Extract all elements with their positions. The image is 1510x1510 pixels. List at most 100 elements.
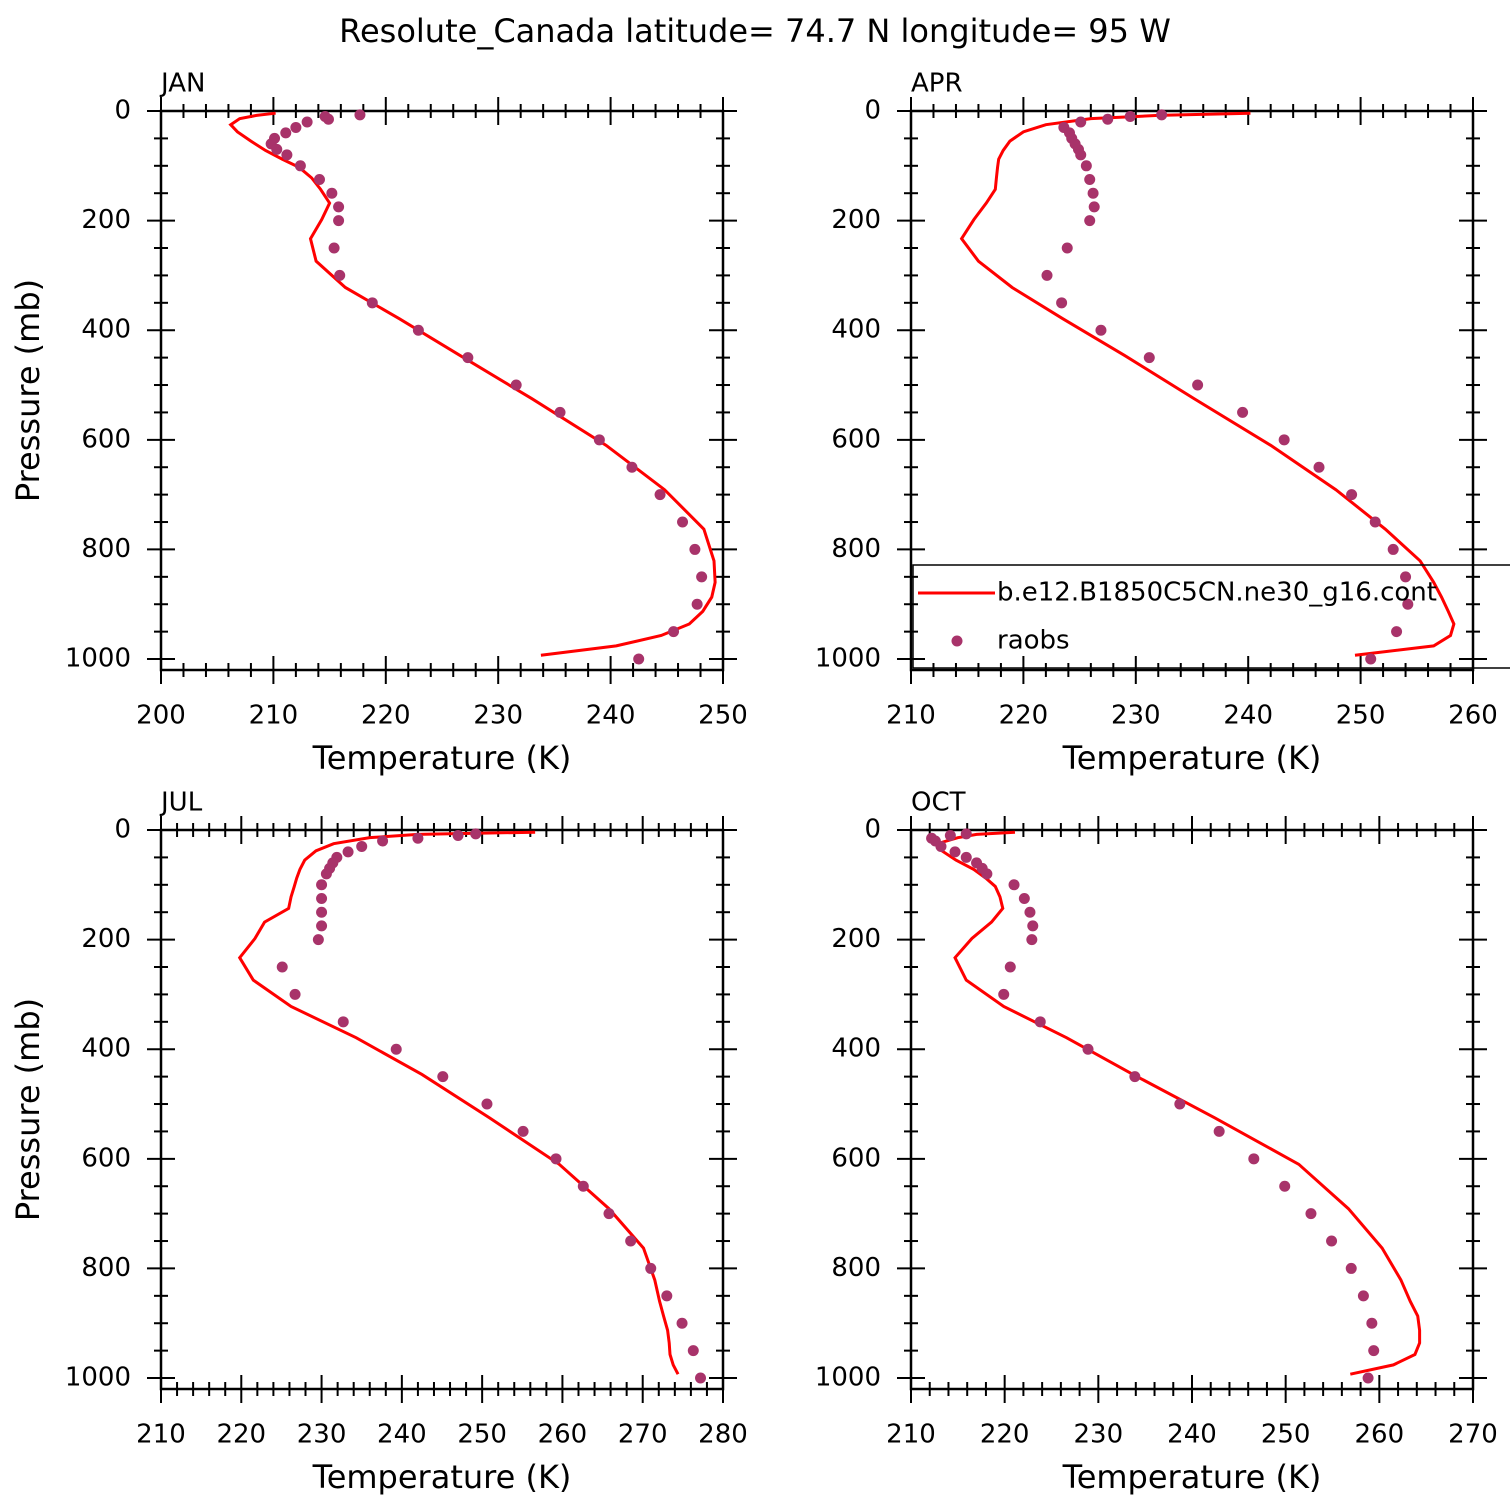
raob-point <box>412 832 424 844</box>
x-axis-label: Temperature (K) <box>312 1458 572 1496</box>
raob-point <box>1345 1262 1357 1274</box>
raob-point <box>1346 489 1358 501</box>
raob-point <box>1362 1372 1374 1384</box>
raob-point <box>603 1208 615 1220</box>
raob-point <box>289 988 301 1000</box>
y-axis-label: Pressure (mb) <box>9 998 47 1221</box>
y-tick-label: 1000 <box>65 1363 131 1393</box>
raob-point <box>944 829 956 841</box>
raob-point <box>1366 1317 1378 1329</box>
x-tick-label: 280 <box>698 1420 748 1450</box>
y-tick-label: 600 <box>831 424 881 454</box>
raob-point <box>1034 1016 1046 1028</box>
raob-point <box>326 187 338 199</box>
x-tick-label: 220 <box>980 1420 1030 1450</box>
x-tick-label: 250 <box>1336 701 1386 731</box>
y-tick-label: 800 <box>831 1253 881 1283</box>
raob-point <box>290 121 302 133</box>
y-tick-label: 1000 <box>815 1363 881 1393</box>
raob-point <box>390 1043 402 1055</box>
legend-label: b.e12.B1850C5CN.ne30_g16.cont <box>997 578 1437 608</box>
raob-point <box>337 1016 349 1028</box>
raob-point <box>342 846 354 858</box>
y-tick-label: 200 <box>81 924 131 954</box>
raob-point <box>1095 324 1107 336</box>
raob-point <box>1084 215 1096 227</box>
x-tick-label: 210 <box>136 1420 186 1450</box>
y-tick-label: 400 <box>81 1034 131 1064</box>
x-axis-label: Temperature (K) <box>1062 739 1322 777</box>
raob-point <box>316 906 328 918</box>
x-tick-label: 250 <box>1261 1420 1311 1450</box>
raob-point <box>1248 1153 1260 1165</box>
x-axis-label: Temperature (K) <box>312 739 572 777</box>
raob-point <box>322 113 334 125</box>
raob-point <box>1400 571 1412 583</box>
y-axis-label: Pressure (mb) <box>9 279 47 502</box>
plot-frame <box>909 109 1475 672</box>
x-tick-label: 210 <box>886 1420 936 1450</box>
raob-point <box>510 379 522 391</box>
x-tick-label: 260 <box>538 1420 588 1450</box>
raob-point <box>294 160 306 172</box>
raob-point <box>320 868 332 880</box>
plot-frame <box>159 828 725 1391</box>
x-tick-label: 260 <box>1355 1420 1405 1450</box>
raob-point <box>1061 242 1073 254</box>
y-tick-label: 400 <box>831 315 881 345</box>
panel-title: APR <box>911 69 963 99</box>
x-tick-label: 260 <box>1448 701 1498 731</box>
raob-point <box>1024 906 1036 918</box>
panel-title: JUL <box>159 788 203 818</box>
raob-point <box>1018 893 1030 905</box>
raob-point <box>412 324 424 336</box>
x-tick-label: 230 <box>297 1420 347 1450</box>
raob-point <box>452 829 464 841</box>
raob-point <box>668 626 680 638</box>
raob-point <box>316 893 328 905</box>
raob-point <box>1075 149 1087 161</box>
raob-point <box>312 934 324 946</box>
raob-point <box>1279 1180 1291 1192</box>
x-tick-label: 210 <box>886 701 936 731</box>
raob-point <box>1391 626 1403 638</box>
raob-point <box>1102 113 1114 125</box>
raob-point <box>316 879 328 891</box>
raob-point <box>366 297 378 309</box>
raob-point <box>981 868 993 880</box>
raob-point <box>301 116 313 128</box>
raob-point <box>1087 187 1099 199</box>
x-tick-label: 220 <box>216 1420 266 1450</box>
y-tick-label: 0 <box>114 815 131 845</box>
y-tick-label: 0 <box>114 96 131 126</box>
plot-frame <box>159 109 725 672</box>
raob-point <box>1026 934 1038 946</box>
x-tick-label: 210 <box>249 701 299 731</box>
x-tick-label: 220 <box>999 701 1049 731</box>
raob-point <box>1143 352 1155 364</box>
x-tick-label: 220 <box>361 701 411 731</box>
panel: 200 210 220 230 240 250 0 200 400 600 800 1000 JAN Te… <box>9 69 748 778</box>
raob-point <box>276 961 288 973</box>
raob-point <box>1402 598 1414 610</box>
raob-point <box>333 215 345 227</box>
raob-point <box>949 846 961 858</box>
raob-point <box>280 127 292 139</box>
raob-point <box>654 489 666 501</box>
raob-point <box>1129 1071 1141 1083</box>
raob-point <box>554 406 566 418</box>
raob-point <box>1004 961 1016 973</box>
raob-point <box>316 920 328 932</box>
x-tick-label: 270 <box>1448 1420 1498 1450</box>
raob-point <box>1192 379 1204 391</box>
raob-point <box>1156 109 1168 121</box>
y-tick-label: 800 <box>81 534 131 564</box>
raob-point <box>626 461 638 473</box>
raob-point <box>334 269 346 281</box>
raob-point <box>689 543 701 555</box>
raob-point <box>517 1125 529 1137</box>
figure-title: Resolute_Canada latitude= 74.7 N longitu… <box>339 12 1171 50</box>
raob-point <box>960 851 972 863</box>
raob-point <box>677 516 689 528</box>
raob-point <box>1082 1043 1094 1055</box>
